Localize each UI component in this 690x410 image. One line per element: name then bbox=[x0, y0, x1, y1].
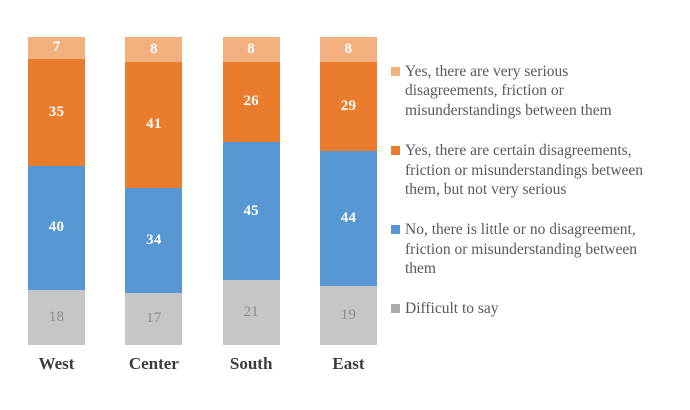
bar-segment-east-series0: 8 bbox=[319, 37, 377, 62]
bar-segment-center-series1: 41 bbox=[125, 61, 183, 188]
legend-swatch-icon bbox=[391, 225, 400, 235]
legend-swatch-icon bbox=[391, 304, 400, 314]
bar-column-center: 8 41 34 17 Center bbox=[125, 37, 183, 382]
bar-stack-south: 8 26 45 21 bbox=[222, 37, 280, 345]
bar-stack-west: 7 35 40 18 bbox=[28, 37, 85, 345]
bar-column-west: 7 35 40 18 West bbox=[28, 37, 85, 382]
bar-segment-west-series3: 18 bbox=[28, 289, 85, 345]
value-label: 21 bbox=[243, 304, 259, 321]
value-label: 18 bbox=[48, 308, 65, 325]
bar-stack-center: 8 41 34 17 bbox=[125, 37, 183, 345]
legend-label: Yes, there are very serious disagreement… bbox=[405, 63, 612, 119]
legend-item-2: No, there is little or no disagreement, … bbox=[391, 220, 683, 278]
value-label: 8 bbox=[247, 40, 255, 57]
bar-stack-east: 8 29 44 19 bbox=[319, 37, 377, 345]
value-label: 41 bbox=[146, 116, 162, 133]
legend-item-1: Yes, there are certain disagreements, fr… bbox=[391, 141, 683, 199]
value-label: 34 bbox=[146, 231, 162, 248]
value-label: 17 bbox=[146, 310, 162, 327]
bars-area: 7 35 40 18 West 8 41 34 17 Center 8 26 45 21 South 8 29 4… bbox=[28, 37, 377, 382]
value-label: 40 bbox=[48, 219, 65, 236]
bar-segment-south-series0: 8 bbox=[222, 37, 280, 62]
value-label: 26 bbox=[243, 93, 259, 110]
bar-segment-west-series0: 7 bbox=[28, 37, 85, 59]
category-label-east: East bbox=[332, 354, 365, 373]
bar-segment-south-series1: 26 bbox=[222, 61, 280, 142]
value-label: 45 bbox=[243, 202, 259, 219]
bar-segment-west-series1: 35 bbox=[28, 58, 85, 167]
category-label-south: South bbox=[229, 354, 273, 373]
bar-segment-west-series2: 40 bbox=[28, 166, 85, 290]
bar-column-east: 8 29 44 19 East bbox=[319, 37, 377, 382]
value-label: 44 bbox=[340, 210, 357, 227]
bar-segment-east-series2: 44 bbox=[319, 150, 377, 287]
bar-segment-south-series2: 45 bbox=[222, 141, 280, 281]
legend-swatch-icon bbox=[391, 67, 400, 76]
category-label-west: West bbox=[38, 354, 75, 373]
bar-segment-center-series2: 34 bbox=[125, 187, 183, 293]
legend-label: No, there is little or no disagreement, … bbox=[405, 221, 638, 277]
value-label: 8 bbox=[344, 40, 353, 57]
chart-legend: Yes, there are very serious disagreement… bbox=[391, 62, 683, 319]
value-label: 8 bbox=[149, 40, 158, 57]
value-label: 19 bbox=[340, 307, 357, 324]
legend-swatch-icon bbox=[391, 146, 400, 156]
value-label: 7 bbox=[52, 39, 61, 56]
legend-item-0: Yes, there are very serious disagreement… bbox=[391, 62, 683, 120]
legend-label: Difficult to say bbox=[405, 300, 499, 318]
bar-segment-center-series3: 17 bbox=[125, 292, 183, 345]
bar-segment-east-series3: 19 bbox=[319, 286, 377, 345]
bar-column-south: 8 26 45 21 South bbox=[222, 37, 280, 382]
value-label: 29 bbox=[340, 97, 357, 114]
value-label: 35 bbox=[48, 103, 65, 120]
category-label-center: Center bbox=[128, 354, 179, 373]
legend-item-3: Difficult to say bbox=[391, 299, 683, 318]
bar-segment-south-series3: 21 bbox=[222, 280, 280, 345]
bar-segment-east-series1: 29 bbox=[319, 61, 377, 151]
legend-label: Yes, there are certain disagreements, fr… bbox=[405, 142, 644, 198]
bar-segment-center-series0: 8 bbox=[125, 37, 183, 62]
